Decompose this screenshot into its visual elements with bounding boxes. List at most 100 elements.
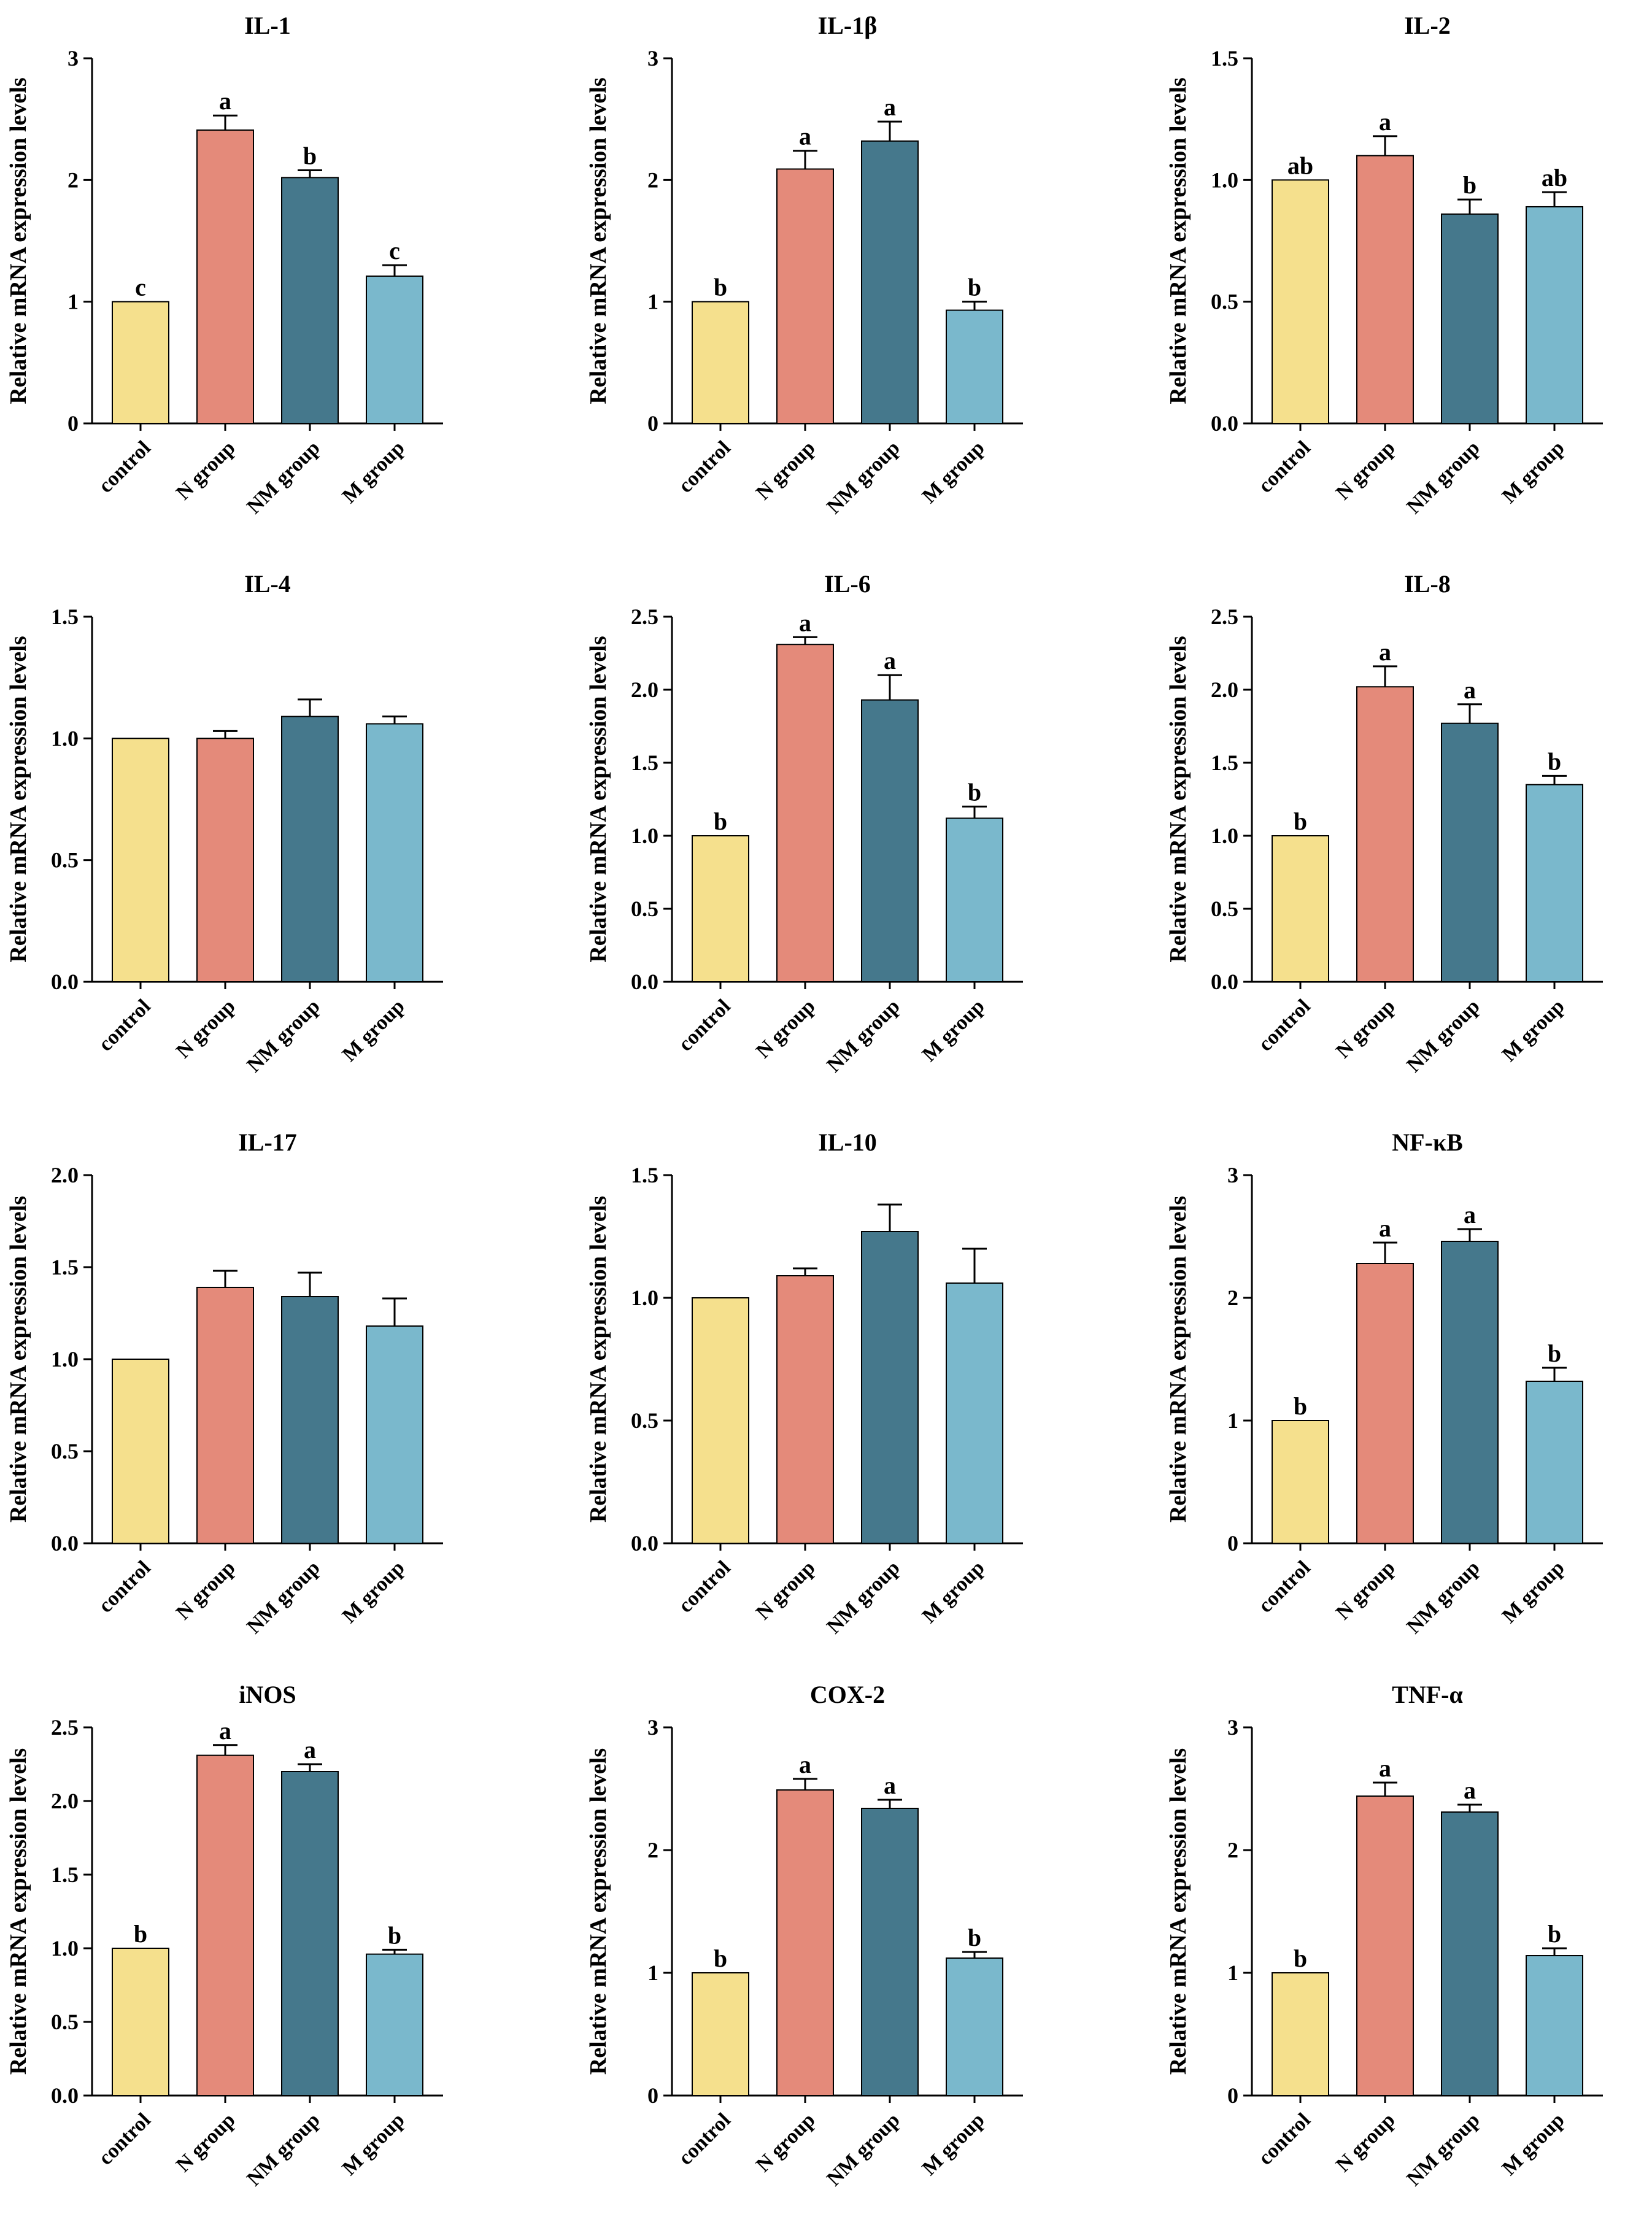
significance-label: ab xyxy=(1287,152,1313,179)
y-tick-label: 2.0 xyxy=(631,677,658,702)
chart-title: IL-10 xyxy=(818,1128,877,1156)
x-tick-label: N group xyxy=(1332,995,1400,1063)
x-tick-label: NM group xyxy=(822,1556,904,1638)
y-tick-label: 1.5 xyxy=(1211,750,1238,775)
significance-label: a xyxy=(1379,1214,1391,1242)
significance-label: a xyxy=(304,1736,316,1764)
y-tick-label: 3 xyxy=(1227,1715,1238,1740)
panel-il-4: IL-4 Relative mRNA expression levels 0.0 0.… xyxy=(6,570,443,1077)
significance-label: b xyxy=(968,1924,981,1951)
bar xyxy=(196,738,254,983)
bar xyxy=(1356,155,1414,425)
chart-title: IL-1 xyxy=(244,12,291,39)
significance-label: b xyxy=(1548,747,1561,775)
x-tick-label: control xyxy=(94,995,155,1055)
y-tick-label: 2.0 xyxy=(51,1163,79,1187)
y-tick-label: 2.5 xyxy=(51,1715,79,1740)
significance-label: b xyxy=(1294,1392,1307,1420)
bar xyxy=(1526,1955,1583,2096)
x-tick-label: N group xyxy=(1332,2108,1400,2177)
y-tick-label: 0.0 xyxy=(1211,970,1238,994)
y-tick-label: 1.0 xyxy=(631,823,658,848)
y-axis-label: Relative mRNA expression levels xyxy=(6,636,31,962)
x-tick-label: control xyxy=(94,2108,155,2169)
bar xyxy=(1441,213,1499,424)
bar xyxy=(1526,784,1583,982)
significance-label: b xyxy=(714,808,727,835)
significance-label: b xyxy=(714,274,727,301)
bar xyxy=(776,168,834,424)
bar xyxy=(692,835,749,982)
y-tick-label: 1.5 xyxy=(51,1255,79,1279)
panel-inos: iNOS Relative mRNA expression levels 0.0 0.… xyxy=(6,1681,443,2191)
x-tick-label: M group xyxy=(338,2108,409,2180)
significance-label: a xyxy=(1464,1201,1476,1228)
bar xyxy=(776,1275,834,1544)
y-tick-label: 0.5 xyxy=(1211,290,1238,314)
significance-label: b xyxy=(388,1921,401,1949)
x-tick-label: control xyxy=(674,1556,735,1617)
y-axis-label: Relative mRNA expression levels xyxy=(6,1196,31,1522)
y-tick-label: 1.0 xyxy=(631,1286,658,1310)
bar xyxy=(366,276,423,424)
x-tick-label: NM group xyxy=(242,995,324,1076)
y-axis-label: Relative mRNA expression levels xyxy=(1165,1748,1191,2075)
bar xyxy=(196,1287,254,1544)
bar xyxy=(112,301,169,424)
x-tick-label: M group xyxy=(918,436,989,507)
bar xyxy=(112,1359,169,1544)
panel-il-2: IL-2 Relative mRNA expression levels 0.0 0.… xyxy=(1165,12,1603,519)
x-tick-label: M group xyxy=(1498,2108,1569,2180)
significance-label: b xyxy=(1548,1920,1561,1948)
bar xyxy=(1272,1420,1329,1544)
significance-label: b xyxy=(1294,808,1307,835)
y-tick-label: 0.0 xyxy=(51,970,79,994)
bar xyxy=(281,177,339,424)
significance-label: a xyxy=(1464,676,1476,704)
y-tick-label: 1 xyxy=(1227,1961,1238,1985)
bar xyxy=(1272,1972,1329,2096)
bar xyxy=(112,1948,169,2096)
y-tick-label: 2 xyxy=(647,1838,658,1862)
y-tick-label: 1 xyxy=(1227,1408,1238,1433)
x-tick-label: NM group xyxy=(1402,2108,1484,2190)
bar xyxy=(366,1953,423,2097)
y-tick-label: 3 xyxy=(68,46,79,71)
y-axis-label: Relative mRNA expression levels xyxy=(1165,1196,1191,1522)
y-tick-label: 0.5 xyxy=(51,1439,79,1464)
bar xyxy=(1356,1795,1414,2096)
significance-label: a xyxy=(1379,638,1391,666)
y-tick-label: 3 xyxy=(1227,1163,1238,1187)
y-tick-label: 1 xyxy=(647,1961,658,1985)
y-tick-label: 1 xyxy=(68,290,79,314)
bar xyxy=(861,699,919,983)
y-tick-label: 1.5 xyxy=(631,1163,658,1187)
significance-label: c xyxy=(135,274,146,301)
y-tick-label: 1.5 xyxy=(1211,46,1238,71)
x-tick-label: NM group xyxy=(1402,436,1484,518)
chart-title: IL-17 xyxy=(238,1128,297,1156)
x-tick-label: M group xyxy=(338,436,409,507)
panel-nf-b: NF-κB Relative mRNA expression levels 0 1 2 3… xyxy=(1165,1128,1603,1638)
bar xyxy=(1441,722,1499,982)
bar xyxy=(196,1754,254,2097)
significance-label: b xyxy=(134,1920,147,1948)
x-tick-label: control xyxy=(674,2108,735,2169)
y-tick-label: 0 xyxy=(647,2083,658,2108)
x-tick-label: N group xyxy=(172,2108,240,2177)
x-tick-label: N group xyxy=(172,436,240,504)
bar xyxy=(946,1957,1003,2096)
x-tick-label: control xyxy=(1254,436,1314,497)
significance-label: b xyxy=(1463,171,1476,199)
bar xyxy=(1441,1811,1499,2096)
x-tick-label: N group xyxy=(752,995,820,1063)
bar xyxy=(112,738,169,983)
bar xyxy=(861,140,919,424)
y-tick-label: 0.5 xyxy=(631,1408,658,1433)
chart-title: iNOS xyxy=(239,1681,296,1708)
significance-label: c xyxy=(389,237,400,264)
y-tick-label: 0.0 xyxy=(631,970,658,994)
y-tick-label: 0.0 xyxy=(631,1531,658,1556)
bar xyxy=(281,1771,339,2096)
